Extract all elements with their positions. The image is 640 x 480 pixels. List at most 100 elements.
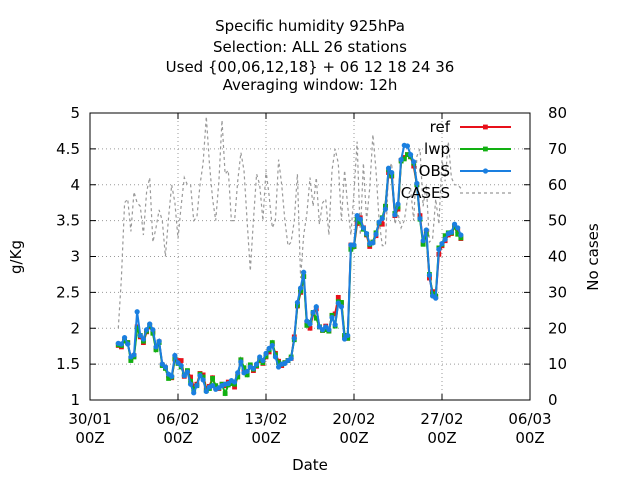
- data-point-lwp: [323, 327, 329, 333]
- y2-tick-label: 20: [548, 319, 567, 337]
- data-point-obs: [313, 304, 319, 310]
- legend-label-lwp: lwp: [424, 140, 450, 158]
- data-point-lwp: [263, 353, 269, 359]
- legend-marker-lwp: [483, 146, 488, 152]
- data-point-obs: [156, 338, 162, 344]
- x-tick-labels: 30/0100Z06/0200Z13/0200Z20/0200Z27/0200Z…: [68, 410, 551, 447]
- data-point-obs: [288, 355, 294, 361]
- data-point-lwp: [455, 231, 461, 237]
- legend-label-obs: OBS: [419, 162, 450, 180]
- y2-tick-label: 50: [548, 212, 567, 230]
- data-point-ref: [178, 358, 184, 363]
- data-point-obs: [134, 309, 140, 315]
- grid-lines: [90, 113, 530, 400]
- data-point-obs: [411, 159, 417, 165]
- data-point-obs: [345, 332, 351, 339]
- data-point-lwp: [200, 374, 206, 380]
- data-point-obs: [379, 215, 385, 222]
- data-point-obs: [131, 352, 137, 358]
- data-point-obs: [385, 165, 392, 171]
- x-tick-label-date: 13/02: [244, 410, 287, 428]
- x-tick-label-date: 06/03: [508, 410, 551, 428]
- y-tick-label: 1.5: [56, 355, 80, 373]
- data-point-lwp: [257, 357, 263, 363]
- y2-axis-label: No cases: [584, 223, 602, 291]
- data-point-ref: [191, 383, 197, 389]
- data-point-ref: [332, 311, 338, 317]
- data-point-lwp: [420, 241, 426, 247]
- y-tick-label: 1: [70, 391, 80, 409]
- data-point-obs: [257, 354, 263, 360]
- y-axis-label: g/Kg: [7, 240, 25, 274]
- data-point-obs: [187, 381, 194, 387]
- x-tick-label-hour: 00Z: [251, 429, 280, 447]
- y-tick-label: 5: [70, 104, 80, 122]
- data-point-obs: [382, 206, 389, 212]
- data-point-lwp: [345, 335, 351, 341]
- title-line-2: Selection: ALL 26 stations: [213, 38, 407, 56]
- y-tick-label: 2: [70, 319, 80, 337]
- data-point-obs: [178, 362, 184, 369]
- data-point-obs: [354, 213, 360, 219]
- x-tick-label-hour: 00Z: [75, 429, 104, 447]
- data-point-obs: [263, 350, 269, 356]
- data-point-obs: [442, 236, 448, 242]
- data-point-obs: [191, 390, 197, 396]
- x-tick-label-hour: 00Z: [515, 429, 544, 447]
- series-cases: [117, 116, 462, 329]
- data-point-obs: [420, 238, 426, 244]
- data-point-obs: [451, 221, 458, 227]
- axis-ticks: [89, 112, 531, 401]
- data-point-obs: [162, 364, 169, 370]
- data-point-obs: [458, 232, 464, 238]
- data-point-obs: [392, 212, 398, 218]
- data-point-obs: [436, 246, 442, 252]
- series-line-cases: [117, 116, 462, 329]
- data-point-obs: [301, 269, 307, 275]
- data-point-lwp: [458, 235, 464, 241]
- y-tick-labels: 1 1.5 2 2.5 3 3.5 4 4.5 5: [56, 104, 80, 409]
- data-point-lwp: [229, 381, 234, 386]
- data-point-obs: [244, 368, 250, 374]
- data-point-obs: [407, 152, 414, 158]
- data-point-obs: [253, 361, 260, 367]
- data-point-obs: [357, 216, 363, 222]
- y-tick-label: 4.5: [56, 140, 80, 158]
- data-point-obs: [169, 373, 175, 379]
- data-point-obs: [329, 314, 335, 321]
- title-line-1: Specific humidity 925hPa: [215, 17, 405, 35]
- data-point-obs: [326, 327, 332, 333]
- data-point-lwp: [128, 358, 134, 363]
- y-tick-label: 2.5: [56, 283, 80, 301]
- data-point-lwp: [235, 374, 241, 380]
- data-point-obs: [414, 180, 420, 186]
- data-point-obs: [332, 322, 338, 328]
- data-point-lwp: [313, 315, 319, 321]
- data-point-obs: [335, 300, 341, 306]
- data-point-obs: [370, 240, 376, 246]
- y-tick-label: 3.5: [56, 212, 80, 230]
- title-line-3: Used {00,06,12,18} + 06 12 18 24 36: [166, 58, 455, 76]
- data-point-lwp: [210, 376, 215, 381]
- data-point-obs: [140, 336, 147, 342]
- data-point-lwp: [166, 376, 171, 381]
- y2-tick-label: 10: [548, 355, 567, 373]
- data-point-lwp: [339, 300, 344, 305]
- data-point-obs: [433, 295, 439, 301]
- x-tick-label-date: 20/02: [332, 410, 375, 428]
- data-point-obs: [439, 240, 445, 247]
- data-point-obs: [373, 231, 379, 237]
- data-point-obs: [294, 299, 301, 306]
- x-tick-label-hour: 00Z: [163, 429, 192, 447]
- data-point-obs: [307, 321, 313, 327]
- data-point-obs: [118, 341, 125, 347]
- data-point-obs: [404, 143, 411, 149]
- data-point-lwp: [269, 340, 275, 345]
- data-point-obs: [297, 285, 304, 291]
- data-point-lwp: [442, 233, 448, 239]
- data-point-ref: [455, 228, 461, 234]
- data-point-obs: [426, 272, 433, 278]
- data-point-ref: [379, 221, 385, 227]
- x-tick-label-hour: 00Z: [339, 429, 368, 447]
